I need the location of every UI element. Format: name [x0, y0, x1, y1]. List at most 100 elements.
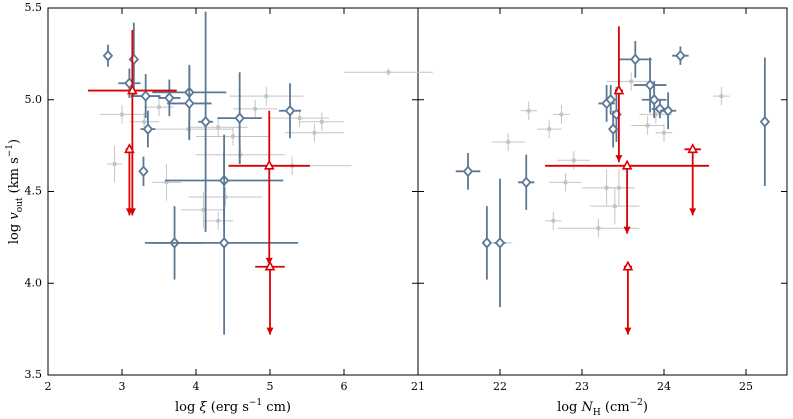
point: [218, 237, 230, 249]
point: [164, 92, 175, 104]
x-tick-label: 3: [119, 380, 126, 393]
label-part: log: [175, 400, 199, 415]
point: [547, 126, 552, 132]
left-panel-frame: [47, 7, 419, 376]
x-tick-label: 2: [45, 380, 52, 393]
point: [284, 104, 296, 117]
point: [102, 49, 114, 62]
y-tick-label: 5.5: [25, 1, 43, 14]
label-part: out: [15, 197, 25, 212]
arrow-head: [265, 257, 273, 265]
label-part: v: [7, 212, 22, 220]
arrow-head: [615, 155, 623, 163]
point: [142, 119, 147, 124]
label-part: −2: [630, 398, 643, 408]
x-tick-label: 25: [739, 380, 753, 393]
point: [119, 112, 125, 117]
x-tick-label: 21: [411, 380, 425, 393]
point: [319, 119, 324, 124]
point: [644, 79, 656, 91]
label-part: H: [593, 408, 601, 418]
point: [264, 260, 276, 271]
point: [297, 115, 302, 121]
point: [264, 93, 269, 99]
point: [662, 104, 674, 117]
point: [648, 93, 660, 106]
x-tick-label: 5: [267, 380, 274, 393]
point: [128, 53, 140, 66]
point: [622, 260, 634, 271]
point: [661, 130, 667, 135]
point: [687, 143, 699, 154]
x-tick-label: 4: [193, 380, 200, 393]
x-tick-label: 24: [657, 380, 671, 393]
x-tick-label: 23: [575, 380, 589, 393]
point: [312, 130, 317, 135]
axis-label: log ξ (erg s−1 cm): [175, 398, 291, 415]
y-tick-label: 4.5: [25, 185, 43, 198]
point: [201, 207, 206, 213]
point: [138, 165, 149, 178]
point: [675, 49, 686, 62]
point: [481, 237, 493, 249]
arrow-head: [266, 327, 274, 335]
point: [571, 158, 576, 163]
point: [142, 123, 154, 135]
point: [494, 237, 506, 249]
y-tick-label: 3.5: [25, 368, 43, 381]
point: [200, 115, 211, 128]
point: [127, 84, 138, 95]
y-tick-label: 4.0: [25, 276, 43, 289]
point: [253, 106, 258, 112]
point: [629, 79, 634, 84]
point: [216, 218, 221, 224]
label-part: log: [557, 400, 581, 415]
x-tick-label: 6: [341, 380, 348, 393]
point: [621, 159, 633, 170]
point: [124, 143, 135, 154]
label-part: −1: [5, 144, 15, 157]
point: [140, 90, 151, 102]
right-panel-frame: [417, 7, 788, 376]
label-part: (cm: [601, 400, 630, 415]
arrow-head: [125, 208, 133, 216]
point: [605, 93, 616, 106]
point: [521, 176, 532, 189]
point: [551, 218, 556, 224]
label-part: (km s: [7, 157, 22, 197]
point: [563, 180, 568, 185]
x-tick-label: 22: [493, 380, 507, 393]
label-part: N: [581, 400, 594, 415]
point: [386, 70, 391, 75]
arrow-head: [623, 226, 631, 234]
label-part: ξ: [199, 400, 207, 415]
label-part: log: [7, 220, 22, 244]
point: [462, 165, 474, 178]
point: [506, 139, 511, 145]
point: [613, 84, 625, 95]
point: [759, 115, 771, 128]
axis-label: log vout (km s−1): [5, 139, 25, 244]
arrow-head: [624, 327, 632, 335]
point: [654, 103, 666, 115]
point: [630, 53, 641, 66]
label-part: ): [643, 400, 648, 415]
point: [263, 159, 275, 170]
point: [156, 104, 162, 110]
point: [112, 161, 117, 167]
point: [216, 125, 221, 130]
point: [526, 108, 531, 113]
label-part: (erg s: [207, 400, 249, 415]
point: [559, 112, 564, 117]
label-part: ): [7, 139, 22, 144]
point: [645, 123, 650, 128]
axis-label: log NH (cm−2): [557, 398, 648, 418]
point: [612, 203, 617, 209]
arrow-head: [689, 208, 697, 216]
point: [184, 97, 195, 110]
point: [230, 134, 236, 139]
point: [596, 226, 601, 231]
point: [234, 112, 245, 124]
label-part: −1: [249, 398, 262, 408]
label-part: cm): [262, 400, 291, 415]
